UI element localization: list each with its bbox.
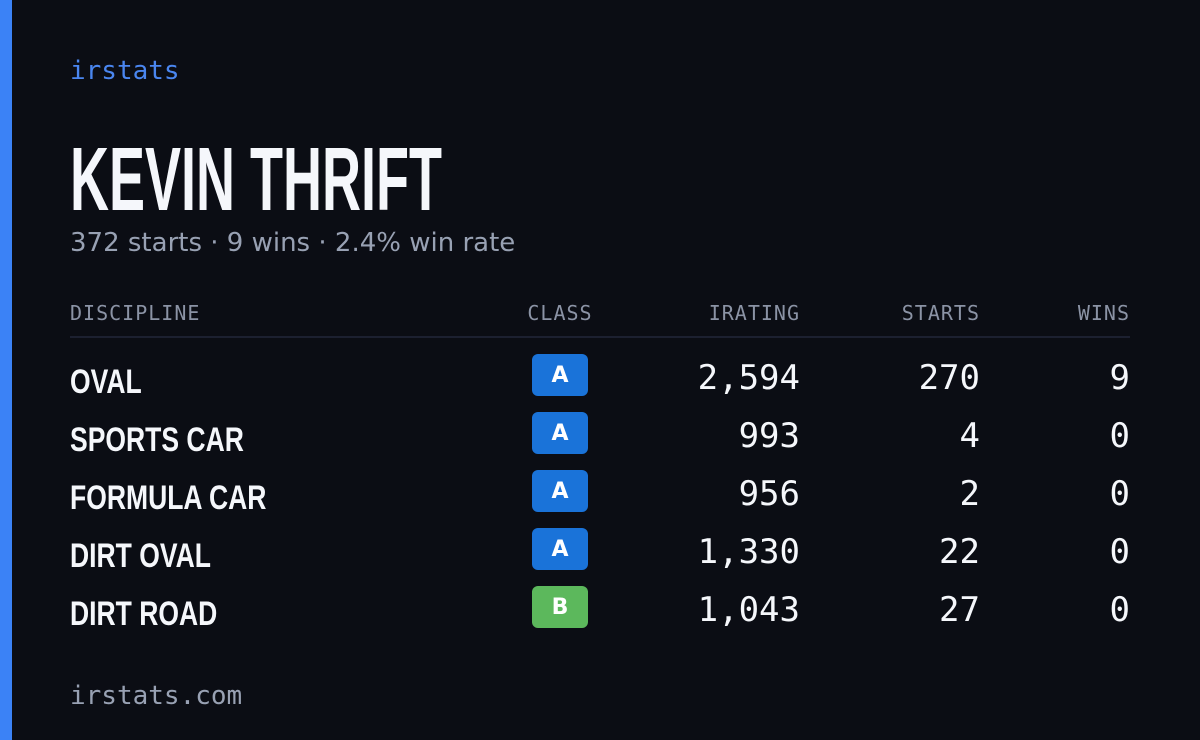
class-badge: B	[532, 586, 588, 628]
class-badge: A	[532, 470, 588, 512]
discipline: DIRT OVAL	[70, 537, 211, 575]
irating: 1,330	[697, 532, 800, 572]
discipline: OVAL	[70, 363, 142, 401]
discipline: DIRT ROAD	[70, 595, 218, 633]
column-header: CLASS	[527, 301, 593, 325]
wins: 9	[1109, 358, 1130, 398]
starts: 27	[939, 590, 980, 630]
irating: 956	[738, 474, 800, 514]
column-header: DISCIPLINE	[70, 301, 201, 325]
wins: 0	[1109, 474, 1130, 514]
irating: 2,594	[697, 358, 800, 398]
column-header: STARTS	[901, 301, 980, 325]
summary: 372 starts · 9 wins · 2.4% win rate	[70, 228, 516, 258]
wins: 0	[1109, 416, 1130, 456]
starts: 270	[918, 358, 980, 398]
column-header: IRATING	[708, 301, 800, 325]
driver-name: KEVIN THRIFT	[70, 130, 442, 230]
class-badge: A	[532, 528, 588, 570]
irating: 993	[738, 416, 800, 456]
starts: 2	[959, 474, 980, 514]
irating: 1,043	[697, 590, 800, 630]
header-rule	[70, 336, 1130, 338]
class-badge: A	[532, 412, 588, 454]
wins: 0	[1109, 532, 1130, 572]
accent-bar	[0, 0, 12, 740]
starts: 22	[939, 532, 980, 572]
footer: irstats.com	[70, 681, 243, 711]
brand: irstats	[70, 56, 180, 86]
discipline: SPORTS CAR	[70, 421, 244, 459]
wins: 0	[1109, 590, 1130, 630]
column-header: WINS	[1077, 301, 1130, 325]
starts: 4	[959, 416, 980, 456]
class-badge: A	[532, 354, 588, 396]
discipline: FORMULA CAR	[70, 479, 267, 517]
